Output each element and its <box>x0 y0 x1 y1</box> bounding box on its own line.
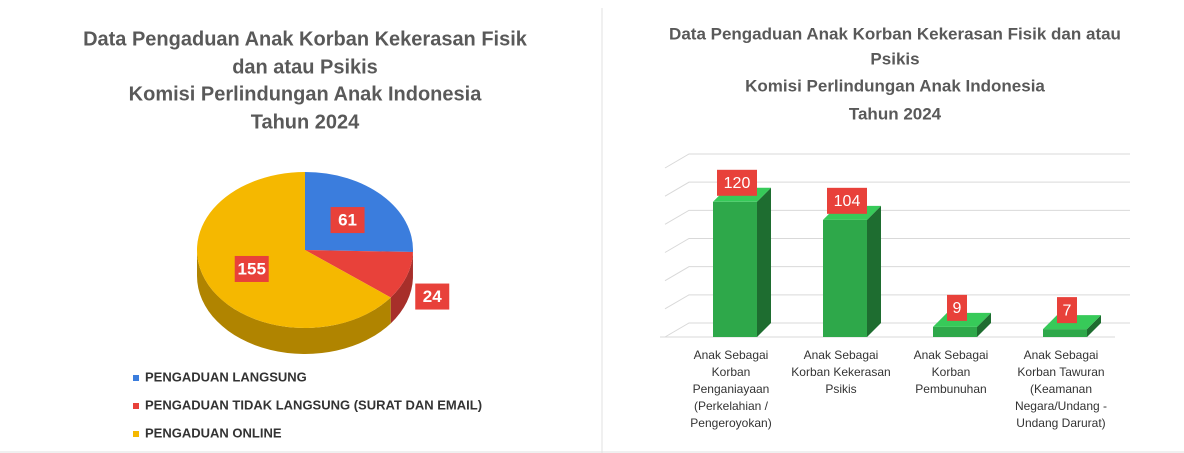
legend-label: PENGADUAN ONLINE <box>145 425 282 440</box>
x-tick-label: Anak Sebagai <box>914 348 989 362</box>
chart-title: Tahun 2024 <box>251 111 360 133</box>
value-label: 155 <box>238 259 266 278</box>
grid-line <box>664 181 1130 197</box>
x-tick-label: (Perkelahian / <box>694 399 769 413</box>
x-tick-label: (Keamanan <box>1030 382 1092 396</box>
chart-title: dan atau Psikis <box>232 56 378 78</box>
legend-swatch <box>133 431 139 437</box>
value-label: 120 <box>724 175 751 192</box>
x-tick-label: Pembunuhan <box>915 382 986 396</box>
pie-side <box>197 250 391 354</box>
legend-swatch <box>133 375 139 381</box>
value-label: 9 <box>953 300 962 317</box>
bar <box>1043 329 1087 337</box>
bar <box>933 326 977 337</box>
value-label-box <box>947 294 967 321</box>
x-tick-label: Psikis <box>825 382 856 396</box>
grid-line <box>664 238 1130 253</box>
chart-title: Komisi Perlindungan Anak Indonesia <box>745 76 1045 95</box>
x-tick-label: Penganiayaan <box>693 382 770 396</box>
chart-title: Data Pengaduan Anak Korban Kekerasan Fis… <box>669 24 1121 43</box>
value-label-box <box>415 283 450 310</box>
legend-swatch <box>133 403 139 409</box>
grid-line <box>664 209 1130 225</box>
chart-title: Psikis <box>870 49 919 68</box>
pie-side <box>390 252 413 324</box>
pie-slice <box>197 172 391 328</box>
chart-title: Komisi Perlindungan Anak Indonesia <box>129 83 483 105</box>
x-tick-label: Anak Sebagai <box>694 348 769 362</box>
value-label-box <box>234 255 269 282</box>
value-label-box <box>1057 297 1077 324</box>
x-tick-label: Anak Sebagai <box>804 348 879 362</box>
legend-label: PENGADUAN LANGSUNG <box>145 369 307 384</box>
bar-side <box>1087 315 1101 337</box>
legend-label: PENGADUAN TIDAK LANGSUNG (SURAT DAN EMAI… <box>145 397 482 412</box>
bar-side <box>867 205 881 337</box>
value-label-box <box>827 187 867 214</box>
value-label: 104 <box>834 193 861 210</box>
value-label: 24 <box>423 287 442 306</box>
x-tick-label: Korban Tawuran <box>1017 365 1104 379</box>
grid-line <box>664 153 1130 169</box>
value-label-box <box>717 169 757 196</box>
bar-side <box>757 187 771 337</box>
bar <box>823 219 867 337</box>
x-tick-label: Korban <box>932 365 971 379</box>
chart-title: Tahun 2024 <box>849 104 942 123</box>
value-label: 61 <box>338 211 357 230</box>
grid-line <box>664 294 1130 310</box>
bar-side <box>977 312 991 337</box>
pie-slice <box>305 250 413 298</box>
chart-title: Data Pengaduan Anak Korban Kekerasan Fis… <box>83 28 528 50</box>
value-label-box <box>330 207 365 234</box>
value-label: 7 <box>1063 302 1072 319</box>
x-tick-label: Korban Kekerasan <box>791 365 890 379</box>
grid-line <box>664 266 1130 282</box>
x-tick-label: Korban <box>712 365 751 379</box>
x-tick-label: Undang Darurat) <box>1016 416 1105 430</box>
bar <box>713 201 757 337</box>
x-tick-label: Negara/Undang - <box>1015 399 1107 413</box>
x-tick-label: Anak Sebagai <box>1024 348 1099 362</box>
x-tick-label: Pengeroyokan) <box>690 416 771 430</box>
